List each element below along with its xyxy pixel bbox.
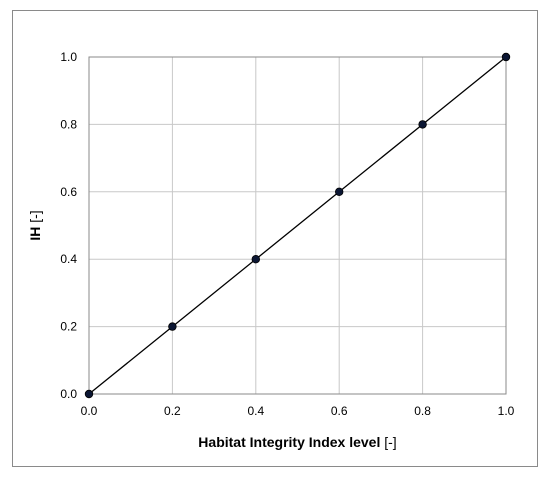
- y-tick-label: 1.0: [60, 50, 77, 64]
- y-tick-labels: 0.0 0.2 0.4 0.6 0.8 1.0: [60, 50, 77, 401]
- y-axis-label-text: IH: [27, 227, 43, 241]
- y-axis-label: IH [-]: [27, 210, 43, 240]
- y-tick-label: 0.6: [60, 185, 77, 199]
- x-tick-label: 0.0: [81, 404, 98, 418]
- x-tick-label: 0.2: [164, 404, 181, 418]
- data-point: [501, 52, 511, 62]
- data-point: [168, 322, 177, 331]
- x-tick-label: 1.0: [498, 404, 515, 418]
- y-axis-label-unit: [-]: [27, 210, 43, 222]
- plot-area: [88, 56, 507, 395]
- y-tick-label: 0.4: [60, 252, 77, 266]
- data-point: [251, 255, 260, 264]
- x-axis-label-text: Habitat Integrity Index level: [198, 434, 380, 450]
- data-point: [84, 389, 94, 399]
- series-line: [88, 56, 507, 395]
- data-point: [335, 187, 344, 196]
- series: [84, 52, 511, 399]
- x-axis-label-unit: [-]: [384, 434, 396, 450]
- y-tick-label: 0.0: [60, 387, 77, 401]
- x-tick-label: 0.6: [331, 404, 348, 418]
- x-tick-labels: 0.0 0.2 0.4 0.6 0.8 1.0: [81, 404, 515, 418]
- x-tick-label: 0.4: [247, 404, 264, 418]
- chart-frame: [12, 10, 538, 467]
- y-tick-label: 0.2: [60, 320, 77, 334]
- x-tick-label: 0.8: [414, 404, 431, 418]
- y-tick-label: 0.8: [60, 117, 77, 131]
- data-point: [418, 120, 427, 129]
- x-axis-label: Habitat Integrity Index level [-]: [198, 434, 396, 450]
